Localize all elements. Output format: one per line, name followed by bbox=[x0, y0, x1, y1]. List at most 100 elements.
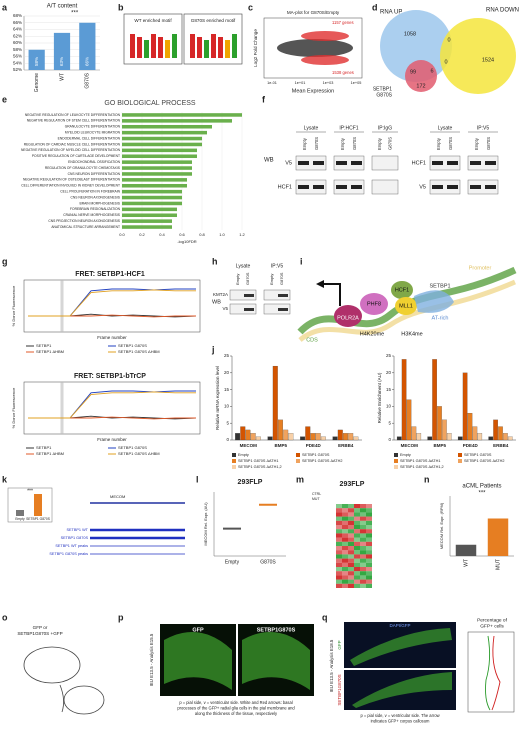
polr2a bbox=[334, 305, 362, 327]
heatmap-cell bbox=[354, 525, 360, 530]
bar bbox=[348, 433, 354, 441]
panel-letter: c bbox=[248, 2, 253, 12]
heatmap-cell bbox=[336, 562, 342, 567]
blot bbox=[333, 155, 365, 171]
heatmap-cell bbox=[366, 512, 372, 517]
y-tick-label: 0 bbox=[226, 437, 229, 442]
group-label: CTRL bbox=[312, 492, 321, 496]
heatmap-cell bbox=[354, 558, 360, 563]
heatmap-cell bbox=[348, 567, 354, 572]
heatmap-cell bbox=[342, 546, 348, 551]
y-tick-label: ENDODERMAL CELL DIFFERENTIATION bbox=[58, 136, 121, 140]
blot-label: WB bbox=[264, 158, 274, 164]
motif-letter bbox=[197, 37, 202, 58]
heatmap-cell bbox=[342, 554, 348, 559]
heatmap-cell bbox=[366, 554, 372, 559]
data-label: 66% bbox=[85, 57, 90, 66]
bar bbox=[278, 419, 283, 441]
inset-bar bbox=[16, 510, 24, 516]
chart-title: 293FLP bbox=[238, 479, 263, 486]
bar bbox=[122, 124, 212, 129]
bar bbox=[122, 113, 242, 117]
lane-label: G870S bbox=[486, 137, 491, 150]
y-tick-label: 10 bbox=[224, 404, 230, 409]
mll1 bbox=[395, 297, 417, 315]
heatmap-cell bbox=[348, 583, 354, 588]
y-tick-label: 5 bbox=[226, 420, 229, 425]
bar bbox=[343, 433, 348, 441]
axis-label: MECOM Rel. Expr. (AU) bbox=[203, 502, 208, 546]
venn-down bbox=[440, 18, 516, 94]
venn-count: 0 bbox=[444, 59, 447, 65]
bar bbox=[332, 436, 338, 441]
chart-title: GO BIOLOGICAL PROCESS bbox=[104, 100, 195, 107]
blot-title: IP:V5 bbox=[271, 263, 283, 269]
legend-label: SETBP1 G870S ΔATH2 bbox=[302, 459, 342, 463]
heatmap-cell bbox=[348, 575, 354, 580]
heatmap-cell bbox=[342, 533, 348, 538]
heatmap-cell bbox=[360, 508, 366, 513]
legend-label: SETBP1 G870S bbox=[118, 445, 147, 450]
track-label: SETBP1 WT bbox=[66, 528, 88, 532]
motif-letter bbox=[232, 34, 237, 58]
motif-letter bbox=[165, 40, 170, 58]
lane-label: G870S bbox=[352, 137, 357, 150]
group-label: MUT bbox=[312, 497, 320, 501]
bar bbox=[122, 142, 202, 147]
legend-label: SETBP1 G870S ΔATH2 bbox=[464, 459, 504, 463]
x-tick-label: BMP5 bbox=[274, 443, 287, 448]
panel-letter: d bbox=[372, 2, 378, 12]
bar bbox=[406, 399, 412, 441]
y-tick-label: NEGATIVE REGULATION OF MYELOID CELL DIFF… bbox=[21, 148, 121, 152]
plot-frame bbox=[467, 631, 515, 713]
heatmap-cell bbox=[348, 550, 354, 555]
model-label: PHF8 bbox=[367, 301, 381, 307]
bar bbox=[122, 207, 177, 212]
heatmap-cell bbox=[336, 516, 342, 521]
heatmap-cell bbox=[366, 575, 372, 580]
y-tick-label: 0 bbox=[388, 437, 391, 442]
bar bbox=[396, 436, 402, 441]
annotation: *** bbox=[478, 491, 486, 497]
heatmap-cell bbox=[336, 512, 342, 517]
band bbox=[278, 308, 288, 311]
caption: indicates GFP+ corpus callosum bbox=[371, 719, 430, 724]
y-tick-label: ENDOCHONDRAL OSSIFICATION bbox=[68, 160, 120, 164]
model-label: MLL1 bbox=[399, 303, 413, 309]
y-tick-label: NEGATIVE REGULATION OF OSTEOBLAST DIFFER… bbox=[23, 178, 121, 182]
panel-letter: g bbox=[2, 256, 8, 266]
bar bbox=[427, 436, 433, 441]
y-tick-label: 5 bbox=[388, 420, 391, 425]
x-tick-label: 0.8 bbox=[199, 232, 205, 237]
annotation: *** bbox=[71, 11, 79, 17]
blot-title: IP:IgG bbox=[378, 125, 392, 131]
heatmap-cell bbox=[366, 537, 372, 542]
model-label: CDS bbox=[306, 337, 318, 343]
band bbox=[244, 294, 254, 297]
x-tick-label: 0.4 bbox=[159, 232, 165, 237]
heatmap-cell bbox=[366, 571, 372, 576]
x-tick-label: MUT bbox=[495, 559, 501, 570]
legend-swatch bbox=[232, 465, 236, 469]
trace bbox=[28, 289, 196, 317]
heatmap-cell bbox=[336, 525, 342, 530]
heatmap-cell bbox=[348, 562, 354, 567]
heatmap-cell bbox=[342, 516, 348, 521]
y-tick-label: 20 bbox=[224, 370, 230, 375]
y-tick-label: 52% bbox=[13, 67, 22, 72]
row-label: HCF1 bbox=[412, 160, 426, 166]
scatter-cloud bbox=[277, 39, 353, 57]
y-tick-label: 25 bbox=[224, 353, 230, 358]
model-label: Promoter bbox=[469, 265, 492, 271]
data-label: 58% bbox=[34, 57, 39, 66]
hcf1 bbox=[391, 281, 413, 299]
x-tick-label: G870S bbox=[85, 72, 91, 88]
heatmap-cell bbox=[354, 512, 360, 517]
annotation: 1157 genes bbox=[332, 20, 354, 25]
blot bbox=[229, 303, 257, 315]
blot bbox=[467, 179, 499, 195]
annotation: *** bbox=[27, 488, 33, 494]
blot bbox=[429, 155, 461, 171]
heatmap-cell bbox=[360, 533, 366, 538]
heatmap-cell bbox=[348, 525, 354, 530]
